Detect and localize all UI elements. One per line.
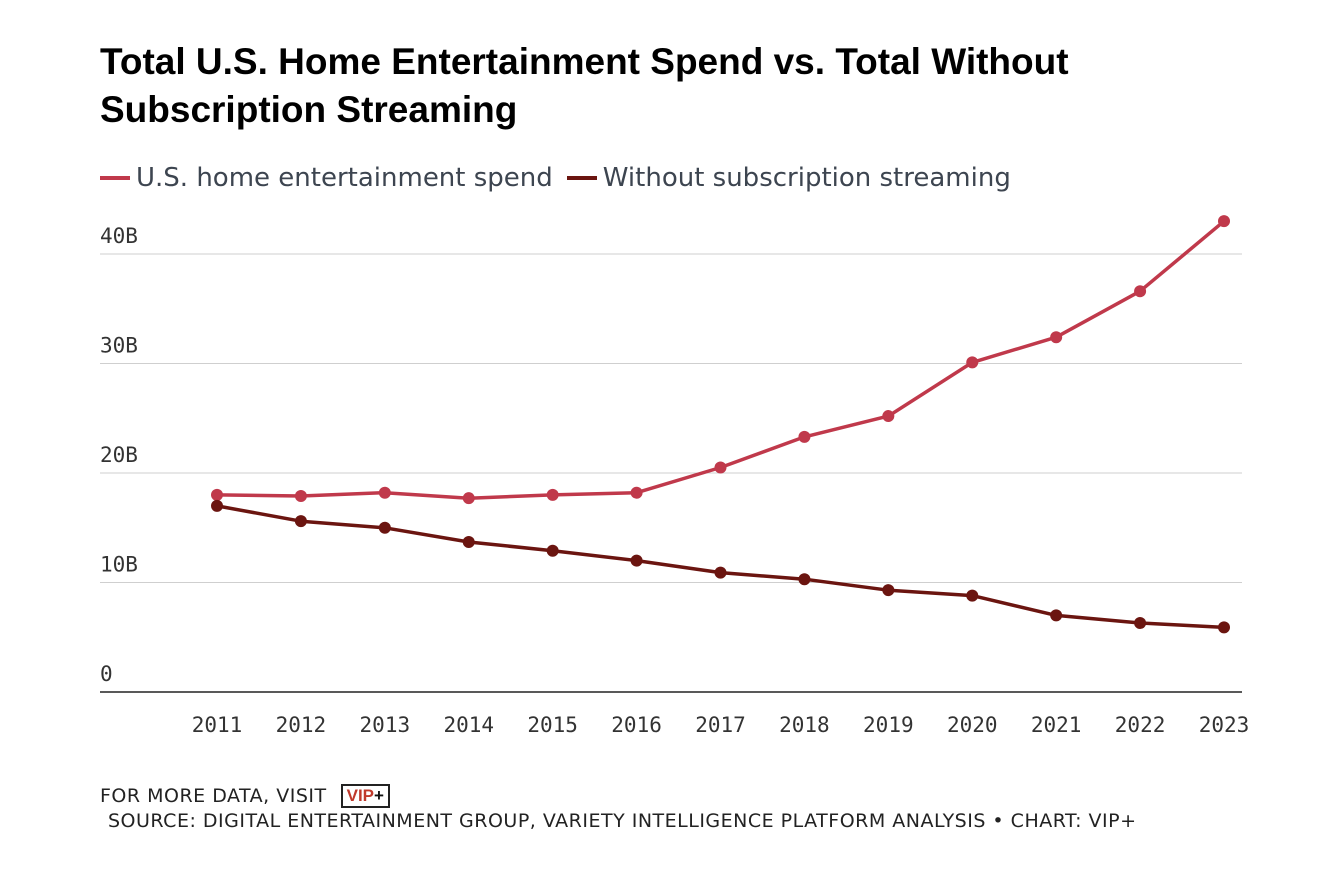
data-point-without-streaming[interactable] — [1050, 609, 1063, 622]
source-note: SOURCE: DIGITAL ENTERTAINMENT GROUP, VAR… — [108, 810, 1137, 832]
data-point-without-streaming[interactable] — [294, 515, 307, 528]
x-tick-label: 2016 — [611, 713, 662, 737]
legend: U.S. home entertainment spend Without su… — [100, 160, 1025, 196]
footer-more-data: FOR MORE DATA, VISIT VIP+ — [100, 784, 390, 808]
x-tick-label: 2023 — [1199, 713, 1250, 737]
data-point-without-streaming[interactable] — [211, 499, 223, 512]
x-tick-label: 2020 — [947, 713, 998, 737]
x-tick-label: 2017 — [695, 713, 746, 737]
legend-swatch-without-streaming — [566, 176, 597, 180]
x-tick-label: 2013 — [360, 713, 411, 737]
y-tick-label: 10B — [100, 553, 138, 577]
legend-label-total-spend: U.S. home entertainment spend — [136, 163, 553, 193]
data-point-total-spend[interactable] — [546, 488, 559, 501]
series-line-total-spend — [216, 219, 1226, 500]
data-point-total-spend[interactable] — [882, 410, 895, 423]
vip-logo-text: VIP — [346, 786, 375, 805]
series-lines — [211, 215, 1230, 634]
data-point-without-streaming[interactable] — [1218, 621, 1230, 634]
data-point-total-spend[interactable] — [1050, 331, 1063, 344]
data-point-total-spend[interactable] — [462, 492, 475, 505]
data-point-total-spend[interactable] — [294, 489, 307, 502]
x-tick-label: 2022 — [1115, 713, 1166, 737]
x-tick-label: 2011 — [192, 713, 243, 737]
gridlines — [100, 253, 1242, 693]
vip-logo[interactable]: VIP+ — [340, 784, 390, 808]
x-tick-label: 2015 — [527, 713, 578, 737]
data-point-without-streaming[interactable] — [630, 554, 643, 567]
data-point-total-spend[interactable] — [630, 486, 643, 499]
data-point-without-streaming[interactable] — [378, 521, 391, 534]
data-point-without-streaming[interactable] — [966, 589, 979, 602]
data-point-total-spend[interactable] — [1134, 285, 1147, 298]
data-point-total-spend[interactable] — [966, 356, 979, 369]
more-data-text: FOR MORE DATA, VISIT — [100, 785, 327, 807]
x-tick-label: 2012 — [276, 713, 327, 737]
data-point-without-streaming[interactable] — [462, 535, 475, 548]
data-point-without-streaming[interactable] — [546, 544, 559, 557]
legend-item-total-spend: U.S. home entertainment spend — [100, 163, 553, 193]
vip-logo-plus: + — [374, 786, 384, 805]
data-point-total-spend[interactable] — [1218, 215, 1230, 228]
data-point-total-spend[interactable] — [211, 488, 223, 501]
y-tick-label: 40B — [100, 224, 138, 248]
legend-item-without-streaming: Without subscription streaming — [566, 163, 1011, 193]
legend-swatch-total-spend — [100, 176, 130, 180]
chart-title: Total U.S. Home Entertainment Spend vs. … — [100, 41, 1069, 130]
legend-label-without-streaming: Without subscription streaming — [602, 163, 1011, 193]
data-point-without-streaming[interactable] — [798, 573, 811, 586]
data-point-without-streaming[interactable] — [1134, 617, 1147, 630]
data-point-total-spend[interactable] — [378, 486, 391, 499]
x-tick-label: 2014 — [443, 713, 494, 737]
y-tick-label: 30B — [100, 334, 138, 358]
data-point-total-spend[interactable] — [714, 461, 727, 474]
x-tick-label: 2019 — [863, 713, 914, 737]
x-axis-ticks: 2011 2012 2013 2014 2015 2016 2017 2018 2019 2020… — [192, 713, 1250, 737]
y-tick-label: 0 — [100, 662, 113, 686]
data-point-total-spend[interactable] — [798, 430, 811, 443]
y-axis-ticks: 0 10B 20B 30B 40B — [100, 224, 138, 686]
y-tick-label: 20B — [100, 443, 138, 467]
x-tick-label: 2021 — [1031, 713, 1082, 737]
data-point-without-streaming[interactable] — [714, 566, 727, 579]
data-point-without-streaming[interactable] — [882, 584, 895, 597]
x-tick-label: 2018 — [779, 713, 830, 737]
